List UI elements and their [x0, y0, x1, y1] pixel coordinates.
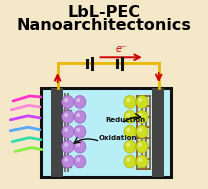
Circle shape: [126, 98, 130, 102]
Bar: [41, 88, 171, 177]
Circle shape: [64, 143, 68, 147]
Circle shape: [136, 125, 148, 138]
Circle shape: [76, 98, 80, 102]
Circle shape: [138, 128, 142, 132]
Circle shape: [74, 110, 86, 123]
Text: e⁻: e⁻: [116, 44, 127, 54]
Circle shape: [124, 110, 136, 123]
Bar: [64, 93, 66, 172]
Circle shape: [64, 113, 68, 117]
Bar: [152, 88, 164, 177]
Circle shape: [76, 158, 80, 162]
Circle shape: [136, 140, 148, 153]
Circle shape: [62, 140, 74, 153]
Circle shape: [74, 140, 86, 153]
Circle shape: [138, 158, 142, 162]
Circle shape: [62, 125, 74, 138]
Circle shape: [62, 155, 74, 168]
Circle shape: [76, 143, 80, 147]
Circle shape: [74, 125, 86, 138]
Circle shape: [138, 143, 142, 147]
Circle shape: [136, 155, 148, 168]
Circle shape: [76, 128, 80, 132]
Circle shape: [126, 158, 130, 162]
Circle shape: [136, 95, 148, 108]
Circle shape: [62, 95, 74, 108]
Circle shape: [74, 95, 86, 108]
Circle shape: [126, 113, 130, 117]
Circle shape: [136, 110, 148, 123]
Circle shape: [64, 98, 68, 102]
Circle shape: [124, 95, 136, 108]
Circle shape: [76, 113, 80, 117]
Circle shape: [64, 158, 68, 162]
Circle shape: [64, 128, 68, 132]
Circle shape: [126, 143, 130, 147]
Bar: [67, 93, 69, 172]
Circle shape: [124, 140, 136, 153]
Circle shape: [74, 155, 86, 168]
Text: LbL-PEC: LbL-PEC: [67, 5, 141, 20]
Text: Oxidation: Oxidation: [98, 135, 137, 141]
Circle shape: [124, 155, 136, 168]
Text: Reduction: Reduction: [106, 117, 146, 123]
Circle shape: [126, 128, 130, 132]
Circle shape: [138, 98, 142, 102]
Circle shape: [62, 110, 74, 123]
Bar: [51, 88, 63, 177]
Text: Nanoarchitectonics: Nanoarchitectonics: [17, 18, 191, 33]
Circle shape: [138, 113, 142, 117]
Circle shape: [124, 125, 136, 138]
